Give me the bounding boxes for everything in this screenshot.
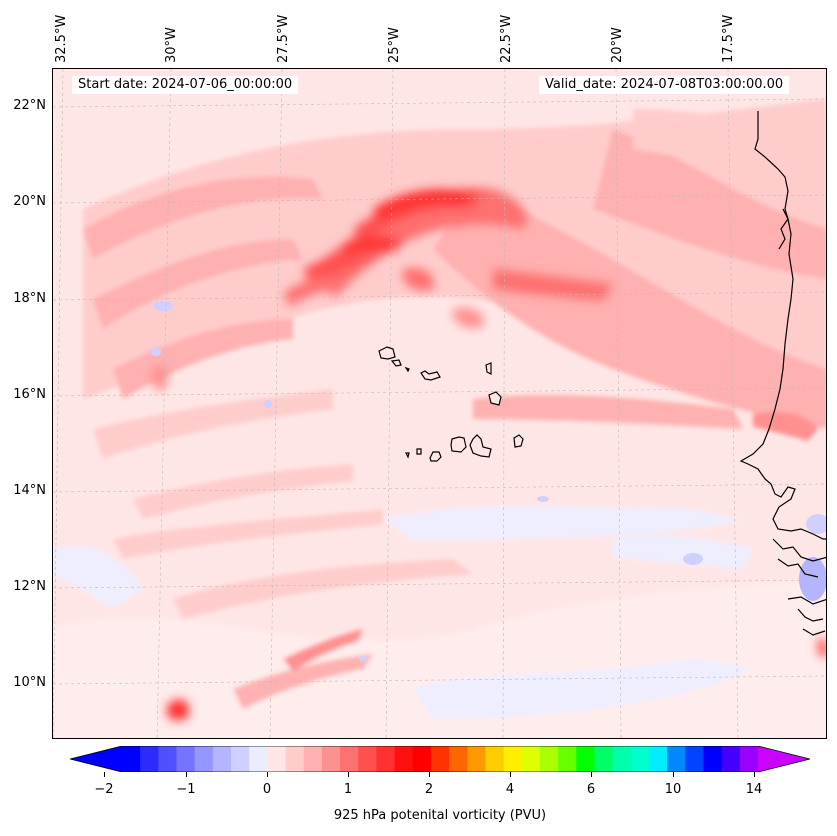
- lat-label-16n: 16°N: [13, 387, 46, 402]
- colorbar-segment: [303, 746, 323, 772]
- colorbar-tick-6: 6: [586, 782, 596, 797]
- colorbar-segment: [539, 746, 559, 772]
- colorbar-segment: [267, 746, 287, 772]
- lon-label-20w: 20°W: [610, 27, 625, 63]
- lon-label-32-5w: 32.5°W: [54, 14, 69, 63]
- colorbar-tickmark: [267, 772, 268, 777]
- colorbar-segment: [685, 746, 705, 772]
- lat-label-22n: 22°N: [13, 98, 46, 113]
- colorbar-extend-high: [758, 746, 810, 772]
- lat-label-20n: 20°N: [13, 194, 46, 209]
- lon-label-27-5w: 27.5°W: [276, 14, 291, 63]
- colorbar-tickmark: [186, 772, 187, 777]
- map-panel[interactable]: [52, 68, 827, 739]
- lat-label-18n: 18°N: [13, 291, 46, 306]
- colorbar-segment: [176, 746, 196, 772]
- colorbar-tick-4: 4: [505, 782, 515, 797]
- pv-contours: [53, 99, 826, 738]
- colorbar-segment: [158, 746, 178, 772]
- colorbar-tick-1: 1: [343, 782, 353, 797]
- colorbar-segment: [521, 746, 541, 772]
- colorbar-segment: [703, 746, 723, 772]
- colorbar-segment: [394, 746, 414, 772]
- lat-label-14n: 14°N: [13, 483, 46, 498]
- colorbar: [70, 746, 810, 772]
- lon-label-25w: 25°W: [387, 27, 402, 63]
- colorbar-segment: [576, 746, 596, 772]
- colorbar-tick-14: 14: [745, 782, 763, 797]
- colorbar-segment: [231, 746, 250, 772]
- colorbar-segment: [648, 746, 668, 772]
- start-date-label: Start date: 2024-07-06_00:00:00: [72, 76, 299, 94]
- cape-verde-islands: [378, 346, 524, 462]
- colorbar-segment: [721, 746, 741, 772]
- colorbar-tickmark: [348, 772, 349, 777]
- colorbar-segment: [739, 746, 759, 772]
- colorbar-segment: [285, 746, 305, 772]
- colorbar-segment: [376, 746, 396, 772]
- lon-label-30w: 30°W: [164, 27, 179, 63]
- coastline-africa: [739, 111, 826, 636]
- lat-label-10n: 10°N: [13, 675, 46, 690]
- colorbar-segment: [630, 746, 650, 772]
- valid-date-label: Valid_date: 2024-07-08T03:00:00.00: [539, 76, 790, 94]
- colorbar-segment: [412, 746, 432, 772]
- colorbar-segment: [340, 746, 359, 772]
- colorbar-tick-0: 0: [262, 782, 272, 797]
- colorbar-segment: [503, 746, 523, 772]
- colorbar-tickmark: [673, 772, 674, 777]
- colorbar-tickmark: [510, 772, 511, 777]
- colorbar-segment: [467, 746, 487, 772]
- pv-field-map[interactable]: [53, 69, 827, 739]
- lon-label-17-5w: 17.5°W: [721, 14, 736, 63]
- negative-pv-patches: [151, 301, 826, 662]
- colorbar-tick-10: 10: [664, 782, 682, 797]
- colorbar-extend-low: [70, 746, 122, 772]
- colorbar-tick-minus1: −1: [176, 782, 196, 797]
- lat-label-12n: 12°N: [13, 579, 46, 594]
- colorbar-segment: [449, 746, 468, 772]
- colorbar-segment: [122, 746, 141, 772]
- colorbar-segment: [485, 746, 505, 772]
- colorbar-segment: [612, 746, 632, 772]
- colorbar-tickmark: [754, 772, 755, 777]
- colorbar-segment: [321, 746, 341, 772]
- colorbar-label: 925 hPa potenital vorticity (PVU): [333, 808, 547, 823]
- colorbar-segment: [667, 746, 686, 772]
- colorbar-tick-2: 2: [424, 782, 434, 797]
- pv-maxima: [151, 187, 826, 721]
- graticule: [53, 69, 826, 738]
- colorbar-tickmark: [104, 772, 105, 777]
- colorbar-segment: [194, 746, 214, 772]
- colorbar-segment: [358, 746, 377, 772]
- colorbar-segment: [140, 746, 159, 772]
- colorbar-segment: [430, 746, 450, 772]
- colorbar-tick-minus2: −2: [94, 782, 114, 797]
- colorbar-segment: [558, 746, 577, 772]
- lon-label-22-5w: 22.5°W: [499, 14, 514, 63]
- colorbar-segment: [594, 746, 614, 772]
- colorbar-tickmark: [591, 772, 592, 777]
- colorbar-segment: [249, 746, 268, 772]
- colorbar-tickmark: [429, 772, 430, 777]
- colorbar-segment: [212, 746, 232, 772]
